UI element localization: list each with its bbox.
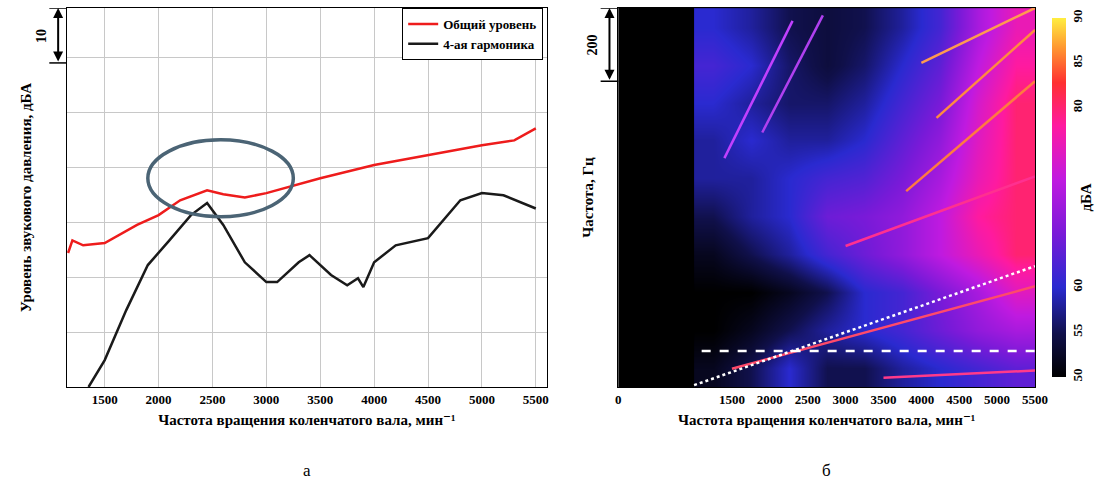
svg-text:а: а <box>303 461 311 480</box>
svg-text:б: б <box>822 461 831 480</box>
svg-text:3000: 3000 <box>253 392 279 407</box>
svg-text:Частота вращения коленчатого в: Частота вращения коленчатого вала, мин⁻¹ <box>158 412 455 428</box>
svg-text:5000: 5000 <box>469 392 495 407</box>
svg-text:0: 0 <box>615 392 622 407</box>
svg-text:55: 55 <box>1070 323 1085 337</box>
svg-text:Частота, Гц: Частота, Гц <box>580 157 596 238</box>
svg-text:80: 80 <box>1070 99 1085 112</box>
svg-text:200: 200 <box>585 34 600 55</box>
svg-text:дБА: дБА <box>1078 183 1094 211</box>
svg-text:2000: 2000 <box>146 392 172 407</box>
svg-text:5500: 5500 <box>1022 392 1048 407</box>
svg-text:3500: 3500 <box>870 392 896 407</box>
svg-text:1500: 1500 <box>719 392 745 407</box>
svg-text:4500: 4500 <box>946 392 972 407</box>
svg-text:1500: 1500 <box>92 392 118 407</box>
svg-text:4500: 4500 <box>415 392 441 407</box>
svg-text:Частота вращения коленчатого в: Частота вращения коленчатого вала, мин⁻¹ <box>678 412 975 428</box>
svg-text:2500: 2500 <box>795 392 821 407</box>
svg-text:3500: 3500 <box>307 392 333 407</box>
svg-text:50: 50 <box>1070 369 1085 382</box>
svg-text:85: 85 <box>1070 54 1085 68</box>
svg-text:3000: 3000 <box>833 392 859 407</box>
svg-text:4000: 4000 <box>361 392 387 407</box>
svg-text:Общий уровень: Общий уровень <box>443 17 536 32</box>
svg-text:4000: 4000 <box>908 392 934 407</box>
svg-text:10: 10 <box>34 29 49 43</box>
svg-text:90: 90 <box>1070 10 1085 23</box>
svg-text:5500: 5500 <box>523 392 549 407</box>
svg-text:2000: 2000 <box>757 392 783 407</box>
svg-text:5000: 5000 <box>984 392 1010 407</box>
svg-text:4-ая гармоника: 4-ая гармоника <box>443 37 535 52</box>
svg-text:2500: 2500 <box>199 392 225 407</box>
svg-text:60: 60 <box>1070 279 1085 292</box>
svg-text:Уровень звукового давления, дБ: Уровень звукового давления, дБА <box>18 83 34 312</box>
